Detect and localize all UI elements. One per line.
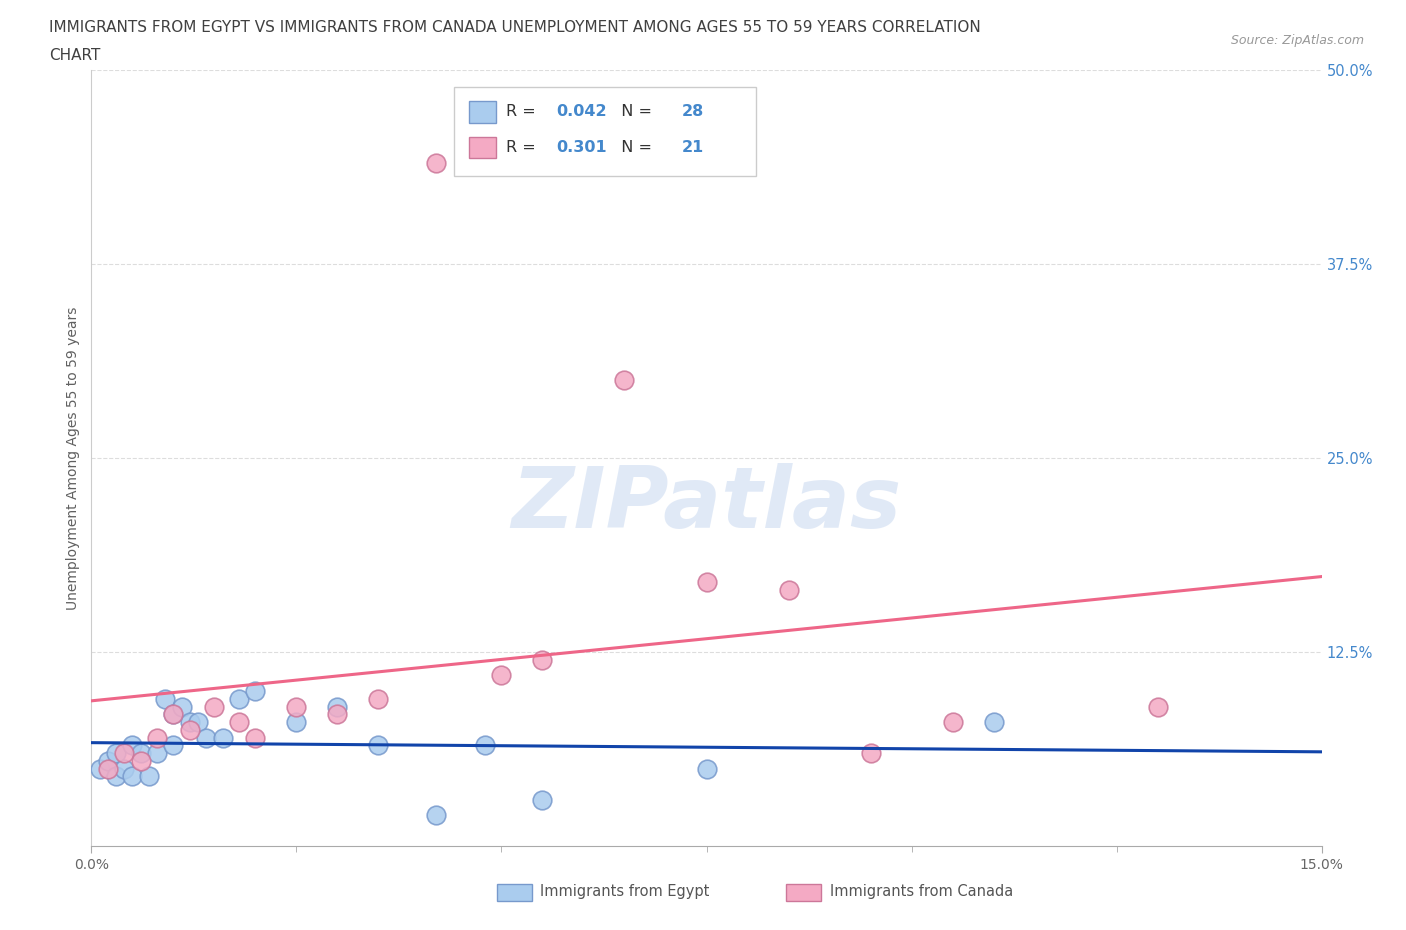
Point bbox=[162, 707, 184, 722]
Point bbox=[146, 730, 169, 745]
Point bbox=[778, 582, 800, 597]
Point bbox=[228, 691, 250, 706]
FancyBboxPatch shape bbox=[786, 884, 821, 900]
Point bbox=[97, 761, 120, 776]
Text: 0.042: 0.042 bbox=[557, 104, 607, 119]
FancyBboxPatch shape bbox=[470, 137, 496, 158]
Point bbox=[695, 761, 717, 776]
Point bbox=[695, 575, 717, 590]
Y-axis label: Unemployment Among Ages 55 to 59 years: Unemployment Among Ages 55 to 59 years bbox=[66, 306, 80, 610]
Text: Immigrants from Canada: Immigrants from Canada bbox=[830, 884, 1012, 898]
Point bbox=[211, 730, 233, 745]
Point bbox=[425, 808, 447, 823]
Point bbox=[121, 737, 143, 752]
Text: R =: R = bbox=[506, 140, 541, 155]
FancyBboxPatch shape bbox=[498, 884, 531, 900]
Text: N =: N = bbox=[610, 140, 657, 155]
Text: ZIPatlas: ZIPatlas bbox=[512, 463, 901, 546]
Text: 28: 28 bbox=[682, 104, 704, 119]
Point bbox=[285, 699, 308, 714]
Point bbox=[613, 373, 636, 388]
Point bbox=[105, 769, 127, 784]
Point bbox=[138, 769, 160, 784]
Point bbox=[1146, 699, 1168, 714]
Point bbox=[942, 714, 965, 729]
Point bbox=[491, 668, 513, 683]
Text: IMMIGRANTS FROM EGYPT VS IMMIGRANTS FROM CANADA UNEMPLOYMENT AMONG AGES 55 TO 59: IMMIGRANTS FROM EGYPT VS IMMIGRANTS FROM… bbox=[49, 20, 981, 35]
Text: 21: 21 bbox=[682, 140, 704, 155]
Point bbox=[146, 746, 169, 761]
Point bbox=[162, 737, 184, 752]
Point bbox=[105, 746, 127, 761]
Point bbox=[285, 714, 308, 729]
Point bbox=[425, 155, 447, 170]
Point bbox=[129, 753, 152, 768]
Point bbox=[89, 761, 111, 776]
Point bbox=[326, 699, 349, 714]
Point bbox=[367, 691, 389, 706]
Point bbox=[170, 699, 193, 714]
Point bbox=[474, 737, 496, 752]
Point bbox=[367, 737, 389, 752]
Point bbox=[121, 769, 143, 784]
Point bbox=[326, 707, 349, 722]
Text: R =: R = bbox=[506, 104, 541, 119]
Point bbox=[112, 761, 135, 776]
Point bbox=[859, 746, 882, 761]
Point bbox=[162, 707, 184, 722]
FancyBboxPatch shape bbox=[470, 100, 496, 123]
Text: 0.301: 0.301 bbox=[557, 140, 607, 155]
Point bbox=[531, 792, 554, 807]
Text: Immigrants from Egypt: Immigrants from Egypt bbox=[540, 884, 710, 898]
Point bbox=[531, 653, 554, 668]
Point bbox=[179, 714, 201, 729]
Text: Source: ZipAtlas.com: Source: ZipAtlas.com bbox=[1230, 34, 1364, 47]
Point bbox=[202, 699, 225, 714]
Point bbox=[245, 730, 267, 745]
Point bbox=[245, 684, 267, 698]
Point bbox=[179, 723, 201, 737]
Text: CHART: CHART bbox=[49, 48, 101, 63]
Point bbox=[129, 746, 152, 761]
Point bbox=[187, 714, 209, 729]
Point bbox=[97, 753, 120, 768]
Point bbox=[153, 691, 177, 706]
Point bbox=[195, 730, 218, 745]
Text: N =: N = bbox=[610, 104, 657, 119]
Point bbox=[228, 714, 250, 729]
Point bbox=[112, 746, 135, 761]
Point bbox=[983, 714, 1005, 729]
FancyBboxPatch shape bbox=[454, 86, 756, 176]
